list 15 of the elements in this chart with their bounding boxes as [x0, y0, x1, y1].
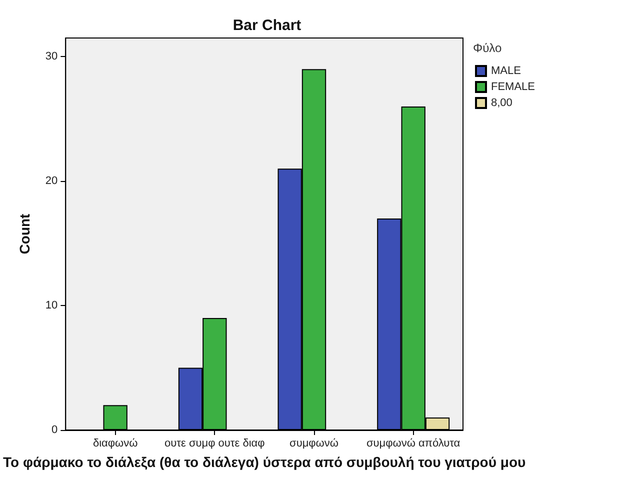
legend-title: Φύλο — [473, 41, 502, 55]
x-tick-label: διαφωνώ — [92, 438, 138, 450]
x-axis-title: Το φάρμακο το διάλεξα (θα το διάλεγα) ύστερα από συμβουλή του γιατρού μου — [3, 454, 526, 470]
x-tick-label: συμφωνώ — [290, 438, 339, 450]
y-tick-label: 0 — [52, 424, 58, 436]
x-tick-label: συμφωνώ απόλυτα — [366, 438, 461, 450]
legend-label: FEMALE — [491, 81, 536, 93]
y-tick-label: 20 — [45, 175, 58, 188]
y-tick-label: 30 — [45, 50, 58, 63]
y-axis-title: Count — [16, 213, 33, 254]
chart-title: Bar Chart — [232, 17, 302, 34]
legend-label: MALE — [491, 65, 521, 77]
y-tick-label: 10 — [45, 300, 58, 312]
legend-label: 8,00 — [491, 97, 512, 109]
x-tick-label: ουτε συμφ ουτε διαφ — [164, 438, 265, 450]
